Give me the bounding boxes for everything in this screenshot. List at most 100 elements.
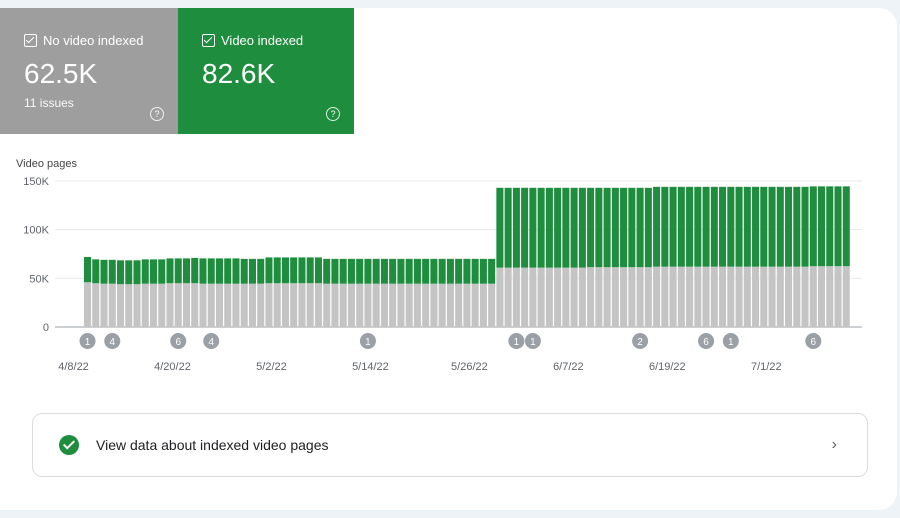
bar-indexed	[710, 186, 718, 267]
bar-not-indexed	[339, 283, 347, 327]
bar-not-indexed	[240, 283, 248, 327]
bar-indexed	[446, 258, 454, 284]
bar-indexed	[281, 257, 289, 284]
bar-not-indexed	[405, 283, 413, 327]
bar-not-indexed	[686, 266, 694, 327]
bar-not-indexed	[496, 267, 504, 327]
y-axis-label: Video pages	[16, 158, 77, 170]
bar-not-indexed	[323, 283, 331, 327]
bar-not-indexed	[595, 267, 603, 327]
bar-indexed	[537, 187, 545, 268]
bar-indexed	[405, 258, 413, 284]
bar-not-indexed	[92, 283, 100, 327]
link-text: View data about indexed video pages	[96, 437, 329, 453]
bar-not-indexed	[471, 283, 479, 327]
annotation-marker	[805, 333, 822, 349]
bar-indexed	[356, 258, 364, 284]
bar-not-indexed	[793, 266, 801, 327]
bar-not-indexed	[694, 266, 702, 327]
bar-not-indexed	[125, 284, 133, 327]
annotation-label: 6	[703, 337, 709, 348]
bar-indexed	[331, 258, 339, 284]
bar-not-indexed	[719, 266, 727, 327]
report-card: No video indexed 62.5K 11 issues ? Video…	[0, 8, 897, 510]
bar-indexed	[84, 256, 92, 283]
help-icon[interactable]: ?	[150, 107, 164, 121]
annotation-marker	[79, 333, 96, 349]
bar-not-indexed	[801, 266, 809, 327]
bar-indexed	[422, 258, 430, 284]
bar-not-indexed	[380, 283, 388, 327]
bar-not-indexed	[818, 266, 826, 327]
bar-indexed	[455, 258, 463, 284]
tile-value: 82.6K	[202, 58, 276, 89]
bar-indexed	[149, 259, 158, 284]
bar-not-indexed	[422, 283, 430, 327]
tile-label: Video indexed	[221, 33, 304, 48]
bar-indexed	[578, 187, 586, 268]
bar-not-indexed	[215, 283, 224, 327]
annotation-label: 1	[514, 337, 520, 348]
bar-not-indexed	[364, 283, 372, 327]
bar-not-indexed	[628, 267, 636, 327]
bar-not-indexed	[554, 267, 562, 327]
bar-not-indexed	[537, 267, 545, 327]
no-video-indexed-tile[interactable]: No video indexed 62.5K 11 issues ?	[0, 8, 178, 134]
bar-not-indexed	[100, 283, 108, 327]
checkbox-icon[interactable]	[202, 34, 215, 47]
bar-not-indexed	[463, 283, 471, 327]
annotation-marker	[632, 333, 649, 349]
bar-indexed	[801, 186, 809, 267]
bar-indexed	[314, 257, 322, 284]
bar-indexed	[694, 186, 702, 267]
bar-indexed	[232, 258, 240, 284]
bar-not-indexed	[314, 283, 322, 327]
bar-not-indexed	[306, 283, 314, 327]
bar-not-indexed	[644, 267, 652, 327]
bar-indexed	[512, 187, 520, 268]
annotation-label: 1	[85, 337, 91, 348]
bar-not-indexed	[562, 267, 570, 327]
annotation-label: 4	[109, 337, 115, 348]
help-icon[interactable]: ?	[326, 107, 340, 121]
bar-not-indexed	[842, 266, 850, 327]
bar-not-indexed	[702, 266, 710, 327]
bar-not-indexed	[636, 267, 644, 327]
bar-indexed	[306, 257, 314, 284]
y-tick-label: 150K	[23, 176, 49, 188]
bar-not-indexed	[257, 283, 265, 327]
checkbox-icon[interactable]	[24, 34, 37, 47]
bar-not-indexed	[446, 283, 454, 327]
bar-not-indexed	[578, 267, 586, 327]
bar-indexed	[257, 258, 265, 284]
bar-indexed	[661, 186, 669, 267]
video-indexed-tile[interactable]: Video indexed 82.6K ?	[178, 8, 354, 134]
tile-header: No video indexed	[24, 33, 143, 48]
bar-indexed	[570, 187, 578, 268]
bar-indexed	[809, 186, 817, 267]
bar-indexed	[207, 258, 215, 284]
bar-indexed	[785, 186, 793, 267]
bar-indexed	[339, 258, 347, 284]
bar-not-indexed	[108, 283, 116, 327]
view-indexed-data-link[interactable]: View data about indexed video pages ›	[32, 413, 868, 477]
bar-not-indexed	[776, 266, 784, 327]
y-tick-label: 0	[43, 322, 49, 334]
bar-not-indexed	[438, 283, 446, 327]
bar-indexed	[702, 186, 710, 267]
bar-not-indexed	[232, 283, 240, 327]
bar-indexed	[752, 186, 760, 267]
bar-indexed	[686, 186, 694, 267]
bar-indexed	[273, 257, 281, 284]
bar-not-indexed	[611, 267, 619, 327]
bar-not-indexed	[347, 283, 355, 327]
bar-not-indexed	[290, 283, 298, 327]
bar-indexed	[620, 187, 628, 268]
annotation-marker	[698, 333, 715, 349]
bar-indexed	[438, 258, 446, 284]
bar-not-indexed	[479, 283, 487, 327]
bar-indexed	[562, 187, 570, 268]
bar-not-indexed	[356, 283, 364, 327]
bar-indexed	[735, 186, 743, 267]
bar-not-indexed	[133, 284, 141, 327]
